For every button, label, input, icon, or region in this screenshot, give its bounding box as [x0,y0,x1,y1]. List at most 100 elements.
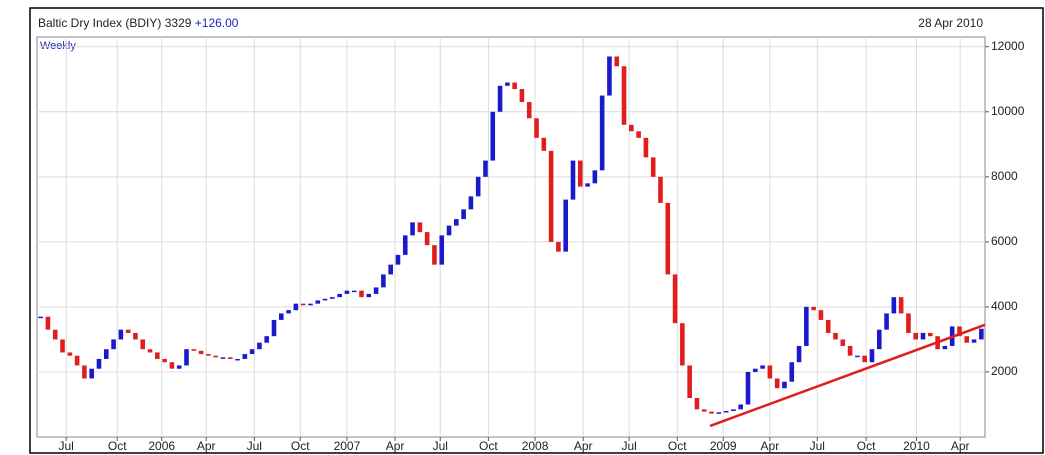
price-bar [330,297,335,299]
price-bar [60,339,65,353]
price-bar [402,235,408,255]
price-bar [286,310,291,314]
price-bar [300,303,306,306]
price-bar [118,329,124,340]
price-bar [38,316,43,319]
price-bar [308,303,313,306]
price-bar [162,358,167,363]
price-bar [585,183,590,187]
price-bar [526,102,532,119]
x-tick-label: 2007 [334,439,361,453]
price-bar [906,313,911,333]
price-bar [271,319,277,337]
x-tick-label: 2009 [710,439,737,453]
x-tick-label: Apr [951,439,970,453]
price-bar [876,329,882,350]
price-bar [621,66,627,125]
price-bar [636,131,641,138]
price-bar [322,298,328,301]
price-bar [257,342,262,350]
price-bar [577,160,583,187]
price-bar [723,410,729,413]
price-bar [548,150,554,242]
chart-title: Baltic Dry Index (BDIY) 3329 +126.00 [38,16,239,30]
price-bar [184,349,189,366]
x-tick-label: Jul [433,439,448,453]
price-bar [424,232,430,246]
price-bar [709,411,714,414]
price-bar [351,290,357,293]
price-bar [483,160,488,177]
price-bar [701,409,707,412]
price-bar [519,89,525,103]
price-bar [964,336,970,343]
price-bar [774,378,780,389]
x-tick-label: Oct [291,439,310,453]
x-tick-label: 2008 [522,439,549,453]
price-bar [227,357,233,359]
x-tick-label: Oct [857,439,876,453]
price-bar [825,319,831,333]
price-bar [505,82,510,86]
price-bar [176,365,182,369]
price-bar [942,345,948,350]
price-bar [446,225,452,236]
price-bar [497,85,503,112]
index-name: Baltic Dry Index (BDIY) [38,16,161,30]
price-bar [169,362,175,369]
price-bar [111,339,116,350]
price-bar [74,355,80,366]
x-tick-label: 2010 [903,439,930,453]
price-bar [366,293,372,298]
price-bar [344,290,350,294]
y-tick-label: 8000 [991,169,1018,183]
price-bar [884,313,889,330]
period: Weekly [40,40,76,52]
price-bar [760,365,765,369]
price-bar [738,404,744,410]
price-bar [242,354,248,359]
x-tick-label: Apr [574,439,593,453]
price-bar [490,111,496,161]
x-tick-label: Jul [247,439,262,453]
price-bar [381,274,386,288]
price-bar [213,355,218,358]
price-bar [359,290,364,298]
y-tick-label: 10000 [991,104,1025,118]
price-bar [855,355,860,358]
price-bar [570,160,576,200]
y-tick-label: 2000 [991,364,1018,378]
price-bar [913,332,919,340]
price-bar [278,313,284,320]
price-bar [133,332,138,340]
price-bar [432,245,437,265]
price-bar [140,339,146,350]
price-bar [957,326,962,337]
price-bar [789,362,795,382]
plot-area [36,36,986,438]
date: 28 Apr 2010 [918,16,983,30]
price-bar [614,56,620,67]
price-bar [45,316,51,330]
price-bar [731,409,736,411]
price-bar [373,287,379,294]
price-bar [833,332,838,340]
price-bar [395,254,401,265]
price-bar [67,352,73,356]
price-bar [767,365,773,379]
price-bar [512,82,517,90]
price-bar [752,368,758,372]
x-tick-label: 2006 [148,439,175,453]
price-bar [206,354,211,356]
price-bar [96,358,102,369]
change: +126.00 [195,16,239,30]
price-bar [643,137,649,158]
y-tick-label: 6000 [991,234,1018,248]
y-tick-label: 4000 [991,299,1018,313]
price-bar [716,412,722,414]
price-bar [556,241,561,252]
price-bar [82,365,87,379]
x-tick-label: Jul [621,439,636,453]
price-bar [563,199,568,252]
